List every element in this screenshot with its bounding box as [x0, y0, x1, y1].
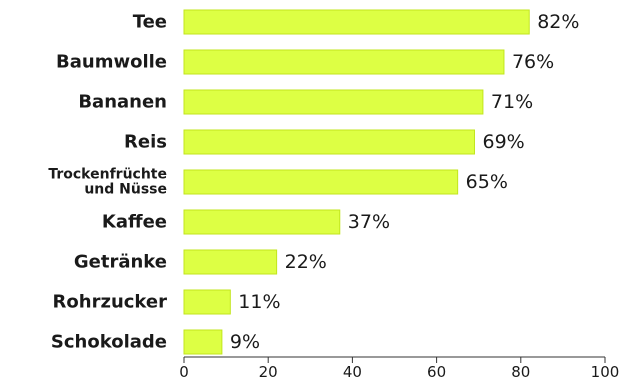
category-label: Trockenfrüchte und Nüsse [48, 167, 167, 198]
bar [183, 329, 223, 355]
bar [183, 209, 341, 235]
x-axis: 0 20 40 60 80 100 [179, 356, 620, 381]
value-label: 37% [348, 211, 390, 233]
value-label: 65% [466, 171, 508, 193]
bar [183, 289, 231, 315]
category-labels: Tee Baumwolle Bananen Reis Trockenfrüchte und… [48, 12, 167, 353]
value-label: 71% [491, 91, 533, 113]
bar [183, 49, 505, 75]
category-label: Kaffee [102, 212, 167, 233]
x-tick-label: 80 [511, 363, 530, 381]
value-label: 82% [537, 11, 579, 33]
x-tick-label: 100 [591, 363, 620, 381]
bar [183, 9, 530, 35]
x-tick-label: 40 [343, 363, 362, 381]
bar [183, 89, 484, 115]
category-label-line: und Nüsse [84, 182, 167, 198]
value-label: 11% [238, 291, 280, 313]
category-label: Tee [133, 12, 167, 33]
value-label: 22% [285, 251, 327, 273]
value-label: 76% [512, 51, 554, 73]
category-label: Getränke [74, 252, 167, 273]
bar [183, 249, 278, 275]
value-label: 9% [230, 331, 260, 353]
value-labels: 82% 76% 71% 69% 65% 37% 22%11% 9% [230, 11, 580, 353]
category-label: Bananen [78, 92, 167, 113]
x-tick-label: 20 [259, 363, 278, 381]
category-label: Baumwolle [56, 52, 167, 73]
bar [183, 129, 475, 155]
bars-group [183, 9, 530, 355]
category-label-line: Trockenfrüchte [48, 167, 167, 183]
x-tick-label: 0 [179, 363, 189, 381]
category-label: Rohrzucker [53, 292, 168, 313]
category-label: Schokolade [51, 332, 167, 353]
value-label: 69% [482, 131, 524, 153]
bar [183, 169, 459, 195]
category-label: Reis [124, 132, 167, 153]
x-tick-label: 60 [427, 363, 446, 381]
